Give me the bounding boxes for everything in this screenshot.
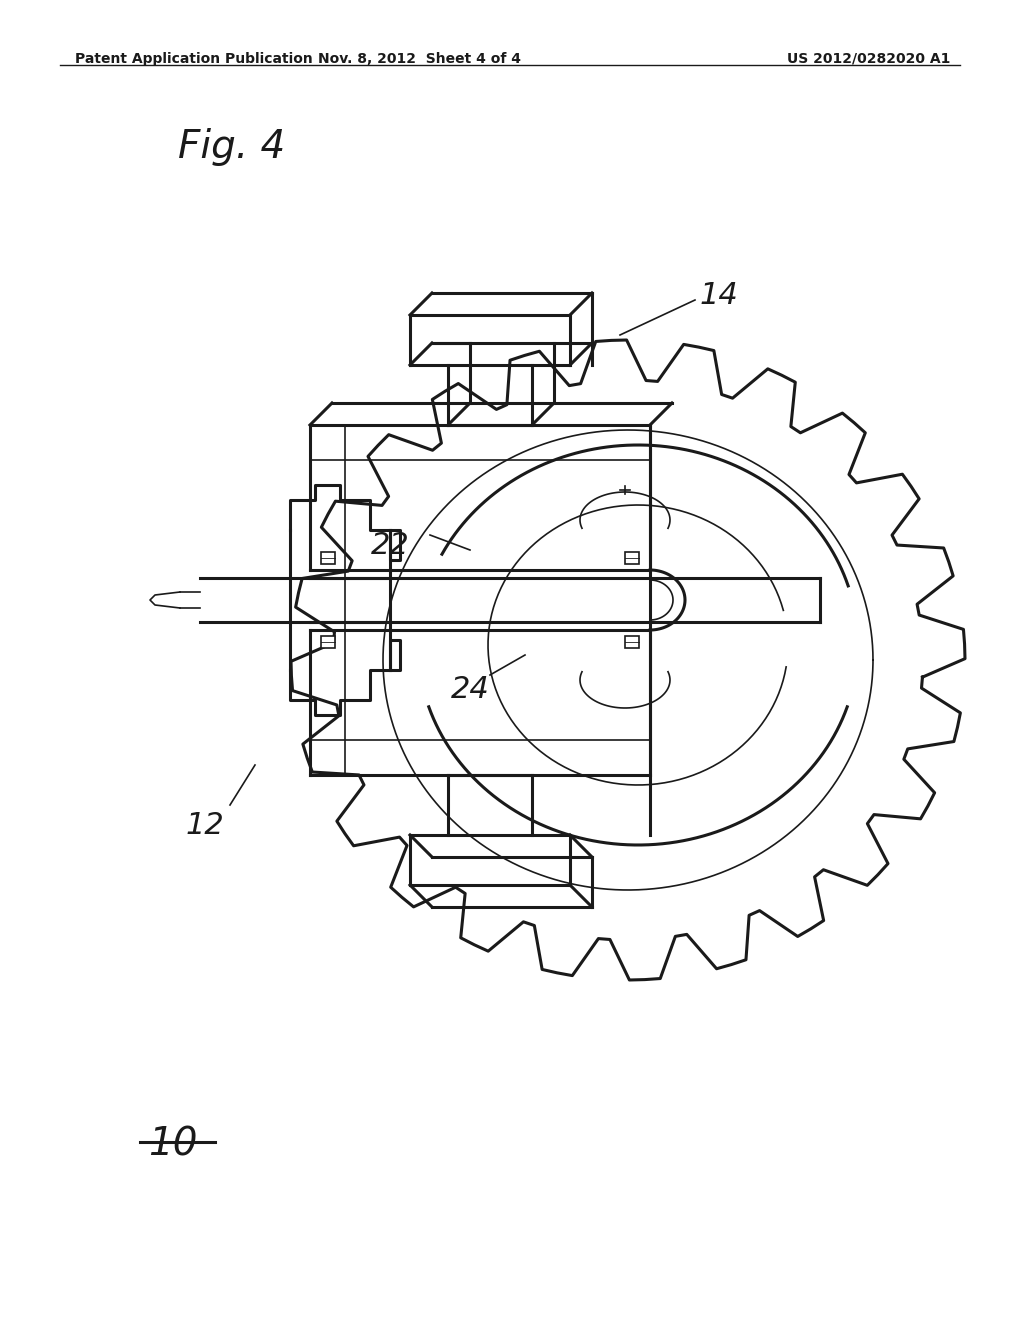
Text: 14: 14 <box>700 281 738 309</box>
Bar <box>625 636 639 648</box>
Text: US 2012/0282020 A1: US 2012/0282020 A1 <box>786 51 950 66</box>
Text: 24: 24 <box>451 676 489 705</box>
Text: Nov. 8, 2012  Sheet 4 of 4: Nov. 8, 2012 Sheet 4 of 4 <box>318 51 521 66</box>
Text: 10: 10 <box>148 1125 198 1163</box>
Text: 12: 12 <box>185 810 224 840</box>
Bar <box>321 636 335 648</box>
Bar <box>625 552 639 564</box>
Text: 22: 22 <box>371 531 410 560</box>
Text: Fig. 4: Fig. 4 <box>178 128 286 166</box>
Bar <box>321 552 335 564</box>
Text: Patent Application Publication: Patent Application Publication <box>75 51 312 66</box>
